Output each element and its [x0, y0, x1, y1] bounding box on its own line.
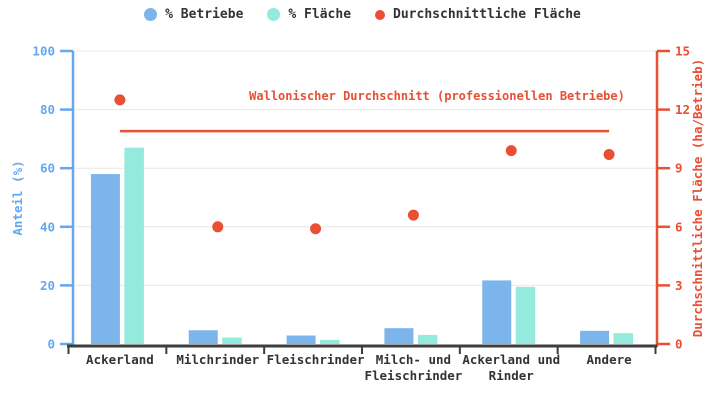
bar-betriebe-4[interactable] — [482, 280, 512, 344]
bar-betriebe-1[interactable] — [188, 330, 218, 344]
category-label-1: Milchrinder — [176, 352, 259, 367]
point-durchschnitt-3[interactable] — [407, 209, 419, 221]
bar-flaeche-3[interactable] — [417, 334, 438, 344]
left-axis-tick-label: 60 — [40, 161, 55, 176]
point-durchschnitt-0[interactable] — [114, 94, 126, 106]
point-durchschnitt-2[interactable] — [310, 223, 322, 235]
legend-label-betriebe: % Betriebe — [165, 7, 244, 22]
right-axis-tick-label: 0 — [675, 337, 683, 352]
chart-legend: % Betriebe % Fläche Durchschnittliche Fl… — [0, 7, 725, 22]
bar-betriebe-3[interactable] — [384, 328, 414, 344]
left-axis-tick-label: 40 — [40, 219, 55, 234]
legend-item-durchschnitt[interactable]: Durchschnittliche Fläche — [375, 7, 581, 22]
legend-marker-betriebe-icon — [144, 8, 158, 21]
point-durchschnitt-1[interactable] — [212, 221, 224, 233]
reference-line-label: Wallonischer Durchschnitt (professionell… — [249, 89, 625, 103]
legend-marker-flaeche-icon — [267, 8, 281, 21]
point-durchschnitt-5[interactable] — [603, 149, 615, 161]
bar-betriebe-5[interactable] — [580, 330, 610, 344]
bar-betriebe-0[interactable] — [90, 174, 120, 344]
category-label-4: Ackerland und Rinder — [462, 352, 560, 383]
right-axis-tick-label: 6 — [675, 219, 683, 234]
category-label-2: Fleischrinder — [267, 352, 365, 367]
right-axis-tick-label: 15 — [675, 44, 690, 59]
bar-betriebe-2[interactable] — [286, 335, 316, 344]
left-axis-tick-label: 80 — [40, 102, 55, 117]
category-label-5: Andere — [587, 352, 633, 367]
bar-flaeche-5[interactable] — [613, 333, 634, 344]
legend-item-flaeche[interactable]: % Fläche — [267, 7, 351, 22]
bar-flaeche-4[interactable] — [515, 286, 536, 344]
bar-flaeche-1[interactable] — [222, 337, 242, 344]
right-axis-tick-label: 3 — [675, 278, 683, 293]
left-axis-tick-label: 0 — [47, 337, 55, 352]
legend-marker-durchschnitt-icon — [375, 9, 386, 20]
category-label-0: Ackerland — [86, 352, 154, 367]
point-durchschnitt-4[interactable] — [505, 145, 517, 157]
left-axis-title: Anteil (%) — [10, 160, 25, 235]
right-axis-title: Durchschnittliche Fläche (ha/Betrieb) — [690, 59, 705, 337]
legend-label-flaeche: % Fläche — [288, 7, 352, 22]
bar-flaeche-2[interactable] — [320, 339, 340, 344]
right-axis-tick-label: 12 — [675, 102, 690, 117]
bar-flaeche-0[interactable] — [124, 147, 144, 344]
legend-item-betriebe[interactable]: % Betriebe — [144, 7, 243, 22]
legend-label-durchschnitt: Durchschnittliche Fläche — [393, 7, 581, 22]
right-axis-tick-label: 9 — [675, 161, 683, 176]
left-axis-tick-label: 20 — [40, 278, 55, 293]
left-axis-tick-label: 100 — [32, 44, 55, 59]
category-label-3: Milch- und Fleischrinder — [364, 352, 462, 383]
